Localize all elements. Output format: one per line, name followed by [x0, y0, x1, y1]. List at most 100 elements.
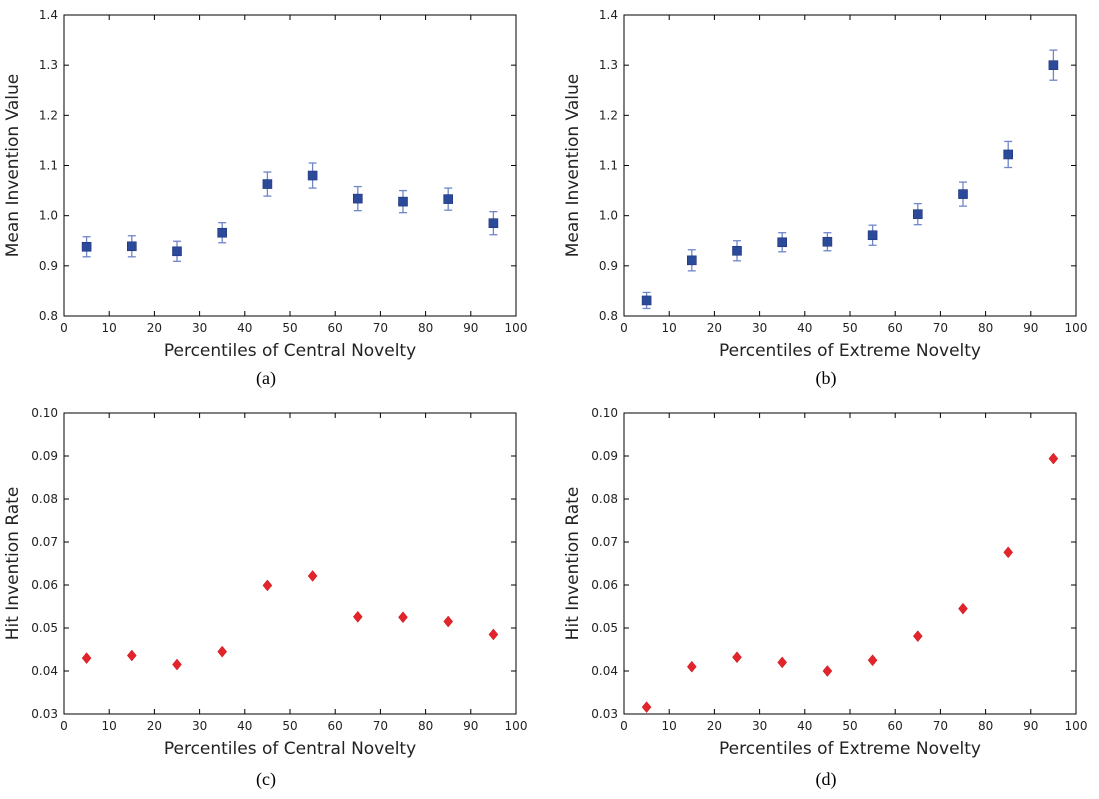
data-point [822, 665, 833, 677]
data-point [262, 579, 273, 592]
data-point [262, 179, 273, 189]
y-tick-label: 1.3 [39, 58, 58, 72]
data-point [732, 245, 742, 256]
data-point [127, 241, 137, 252]
data-point [912, 209, 923, 219]
y-tick-label: 1.1 [599, 159, 618, 173]
chart-panel-a: 0 10 20 30 40 50 60 70 80 90 100 0.8 0.9 1.0 1.1 1.2 1.3… [3, 8, 527, 389]
x-tick-label: 30 [752, 719, 767, 733]
x-tick-label: 80 [418, 321, 433, 335]
data-point [307, 570, 318, 582]
data-point [777, 237, 788, 248]
x-tick-label: 0 [60, 719, 68, 733]
plot-frame [63, 14, 517, 317]
x-tick-label: 90 [1023, 719, 1038, 733]
y-tick-label: 0.07 [591, 535, 618, 549]
y-tick-label: 0.08 [591, 492, 618, 506]
x-tick-label: 80 [978, 719, 993, 733]
data-point [777, 656, 788, 669]
data-point [1048, 452, 1059, 465]
x-tick-label: 30 [752, 321, 767, 335]
x-tick-label: 50 [282, 719, 297, 733]
x-tick-label: 70 [373, 719, 388, 733]
data-point [732, 651, 742, 664]
x-tick-label: 30 [192, 719, 207, 733]
x-tick-label: 40 [237, 719, 252, 733]
data-point [398, 196, 408, 207]
y-tick-label: 0.8 [599, 309, 618, 323]
y-tick-label: 1.2 [39, 108, 58, 122]
data-point [488, 628, 499, 641]
x-tick-label: 0 [620, 719, 628, 733]
x-tick-label: 80 [418, 719, 433, 733]
x-tick-label: 20 [707, 719, 722, 733]
x-tick-label: 90 [463, 321, 478, 335]
data-point [1048, 60, 1059, 70]
data-point [958, 602, 968, 615]
y-axis-label: Mean Invention Value [563, 74, 583, 257]
x-tick-label: 60 [888, 321, 903, 335]
chart-panel-c: 0 10 20 30 40 50 60 70 80 90 100 0.03 0.04 0.05 0.06 0.… [3, 406, 527, 790]
x-tick-label: 0 [620, 321, 628, 335]
panel-caption: (b) [816, 368, 837, 389]
y-axis-label: Hit Invention Rate [563, 487, 583, 641]
x-tick-label: 10 [102, 719, 117, 733]
plot-frame [63, 412, 517, 715]
y-tick-label: 1.3 [599, 58, 618, 72]
y-tick-label: 1.1 [39, 159, 58, 173]
y-tick-label: 1.4 [599, 8, 618, 22]
x-tick-label: 90 [1023, 321, 1038, 335]
data-point [217, 645, 228, 658]
y-tick-label: 0.09 [591, 449, 618, 463]
x-tick-label: 100 [505, 321, 528, 335]
data-point [307, 170, 318, 181]
x-tick-label: 70 [933, 719, 948, 733]
data-point [686, 255, 697, 266]
chart-panel-d: 0 10 20 30 40 50 60 70 80 90 100 0.03 0.04 0.05 0.06 0.… [563, 406, 1087, 790]
y-axis-label: Mean Invention Value [3, 74, 23, 257]
y-tick-label: 0.10 [31, 406, 58, 420]
y-tick-label: 1.4 [39, 8, 58, 22]
x-tick-label: 20 [147, 321, 162, 335]
x-tick-label: 10 [102, 321, 117, 335]
panel-caption: (a) [256, 368, 276, 389]
data-point [398, 611, 408, 624]
data-point [172, 658, 182, 671]
data-point [352, 610, 363, 623]
x-tick-label: 60 [328, 719, 343, 733]
x-tick-label: 10 [662, 719, 677, 733]
y-tick-label: 0.8 [39, 309, 58, 323]
data-point [867, 230, 878, 241]
panel-caption: (c) [256, 769, 276, 790]
data-point [352, 193, 363, 204]
x-tick-label: 60 [328, 321, 343, 335]
x-tick-label: 40 [237, 321, 252, 335]
x-tick-label: 10 [662, 321, 677, 335]
data-point [958, 189, 968, 199]
x-tick-label: 20 [707, 321, 722, 335]
y-tick-label: 0.09 [31, 449, 58, 463]
y-tick-label: 0.05 [31, 621, 58, 635]
x-tick-label: 100 [505, 719, 528, 733]
y-tick-label: 0.10 [591, 406, 618, 420]
y-tick-label: 0.9 [599, 259, 618, 273]
y-tick-label: 0.03 [31, 707, 58, 721]
x-tick-label: 0 [60, 321, 68, 335]
x-tick-label: 50 [842, 719, 857, 733]
data-point [443, 194, 454, 204]
x-tick-label: 50 [282, 321, 297, 335]
data-point [686, 660, 697, 673]
y-tick-label: 0.06 [591, 578, 618, 592]
data-point [867, 654, 878, 667]
x-tick-label: 50 [842, 321, 857, 335]
data-point [1003, 546, 1014, 559]
x-tick-label: 40 [797, 719, 812, 733]
x-axis-label: Percentiles of Central Novelty [164, 341, 416, 361]
data-point [488, 218, 499, 228]
data-point [126, 649, 137, 662]
x-axis-label: Percentiles of Extreme Novelty [719, 739, 981, 759]
data-point [172, 246, 182, 257]
x-tick-label: 40 [797, 321, 812, 335]
x-tick-label: 60 [888, 719, 903, 733]
